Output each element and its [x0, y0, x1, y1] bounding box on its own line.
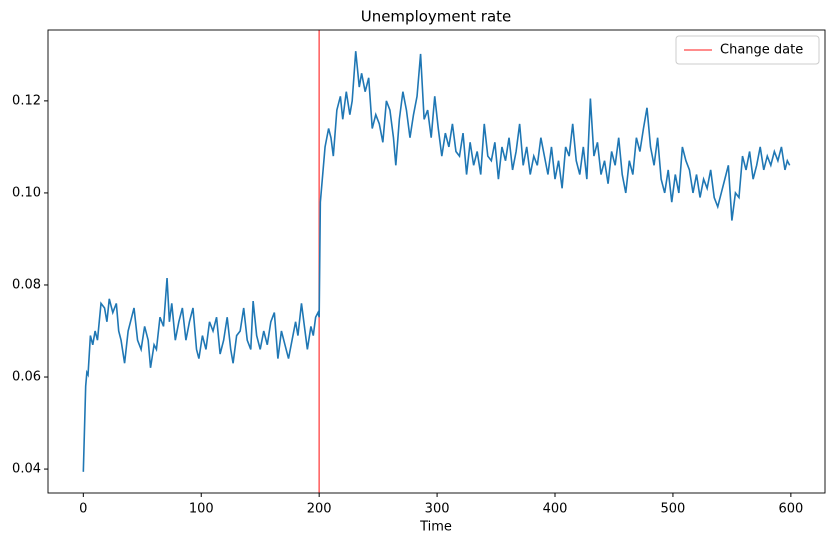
x-tick-label: 600 [778, 502, 803, 517]
x-tick-label: 200 [307, 502, 332, 517]
y-tick-label: 0.10 [12, 185, 41, 200]
axes-frame [47, 29, 826, 494]
y-tick-label: 0.06 [12, 370, 41, 385]
y-tick-label: 0.08 [12, 277, 41, 292]
x-tick-label: 300 [425, 502, 450, 517]
legend-box [675, 35, 820, 65]
x-axis-label: Time [419, 520, 452, 535]
x-tick-label: 0 [79, 502, 87, 517]
data-line [82, 51, 791, 472]
x-tick-label: 100 [189, 502, 214, 517]
chart-title: Unemployment rate [361, 8, 512, 26]
x-tick-label: 500 [661, 502, 686, 517]
x-tick-label: 400 [543, 502, 568, 517]
y-tick-label: 0.12 [12, 93, 41, 108]
y-tick-label: 0.04 [12, 462, 41, 477]
legend-label: Change date [720, 43, 803, 58]
